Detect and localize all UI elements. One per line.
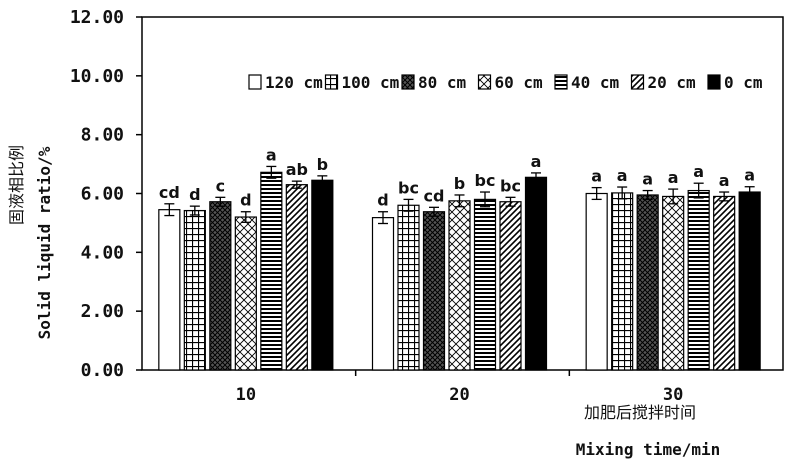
bar — [397, 204, 420, 371]
bar — [285, 184, 308, 371]
legend-label: 80 cm — [418, 73, 467, 92]
significance-label: d — [377, 191, 388, 210]
y-tick-label: 2.00 — [81, 301, 124, 322]
bar — [713, 195, 736, 371]
y-tick-label: 6.00 — [81, 184, 124, 205]
bar — [260, 171, 283, 371]
bar — [183, 209, 206, 371]
bar — [371, 217, 395, 371]
significance-label: a — [693, 162, 704, 181]
significance-label: a — [719, 171, 730, 190]
y-axis-label-cn: 固液相比例 — [7, 145, 26, 225]
legend-label: 20 cm — [648, 73, 697, 92]
x-axis-label-cn: 加肥后搅拌时间 — [584, 403, 696, 422]
x-tick-label: 20 — [449, 385, 469, 405]
legend-swatch — [477, 74, 492, 90]
x-tick-label: 30 — [663, 385, 683, 405]
bar — [158, 209, 181, 371]
significance-label: a — [617, 166, 628, 185]
bar — [662, 195, 685, 371]
bar — [422, 211, 446, 371]
significance-label: bc — [475, 171, 496, 190]
significance-label: a — [591, 167, 602, 186]
legend-label: 40 cm — [571, 73, 620, 92]
significance-label: b — [454, 174, 465, 193]
bar — [448, 200, 471, 371]
bar — [473, 198, 497, 371]
significance-label: bc — [500, 176, 521, 195]
legend-label: 0 cm — [724, 73, 763, 92]
significance-label: d — [189, 185, 200, 204]
significance-label: d — [240, 191, 251, 210]
legend-swatch — [401, 74, 415, 90]
bar — [499, 201, 522, 371]
legend-label: 60 cm — [495, 73, 544, 92]
legend-label: 100 cm — [342, 73, 400, 92]
bar — [209, 201, 232, 371]
significance-label: bc — [398, 178, 419, 197]
x-axis-label: Mixing time/min — [576, 440, 721, 459]
bar — [585, 192, 608, 371]
significance-label: a — [744, 166, 755, 185]
y-tick-label: 12.00 — [70, 7, 124, 28]
significance-label: a — [642, 170, 653, 189]
legend-label: 120 cm — [265, 73, 323, 92]
y-axis-label: Solid liquid ratio/% — [35, 146, 54, 339]
significance-label: cd — [424, 186, 445, 205]
bar — [524, 176, 548, 371]
legend-swatch — [554, 74, 568, 90]
legend-swatch — [630, 74, 645, 90]
significance-label: a — [266, 145, 277, 164]
bar — [687, 189, 710, 371]
y-tick-label: 4.00 — [81, 242, 124, 263]
legend-swatch — [707, 74, 721, 90]
legend-swatch — [324, 74, 339, 90]
significance-label: b — [317, 155, 328, 174]
y-tick-label: 8.00 — [81, 125, 124, 146]
bar — [311, 179, 334, 371]
bar — [738, 191, 761, 371]
significance-label: ab — [286, 160, 308, 179]
y-tick-label: 10.00 — [70, 66, 124, 87]
legend-swatch — [248, 74, 262, 90]
bar — [636, 194, 659, 371]
significance-label: c — [216, 176, 225, 195]
significance-label: a — [668, 168, 679, 187]
y-tick-label: 0.00 — [81, 360, 124, 381]
bar — [234, 216, 257, 371]
significance-label: cd — [159, 183, 180, 202]
bar — [611, 192, 634, 371]
x-tick-label: 10 — [236, 385, 256, 405]
significance-label: a — [531, 152, 542, 171]
